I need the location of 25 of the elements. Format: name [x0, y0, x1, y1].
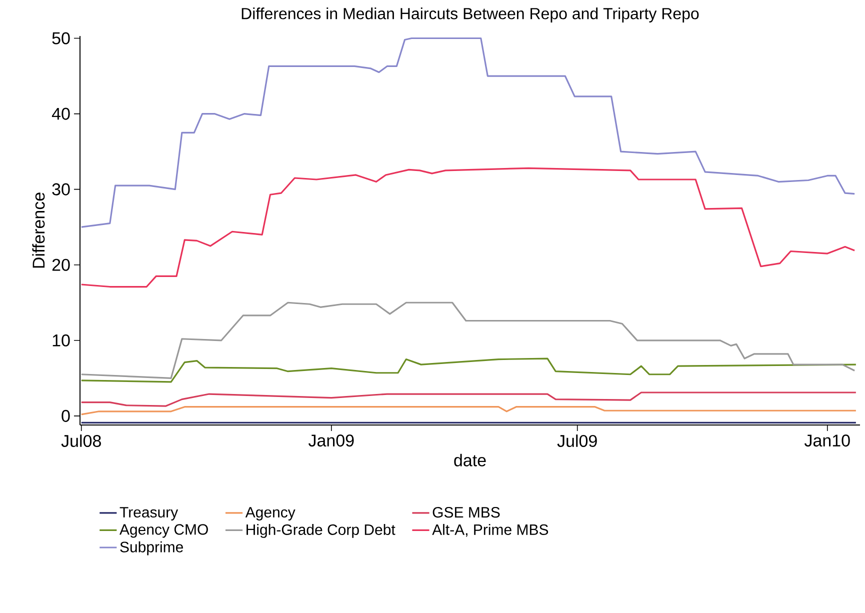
line-series [80, 358, 857, 383]
y-tick-label: 30 [52, 183, 70, 196]
line-series [80, 302, 856, 379]
line-series [80, 406, 857, 416]
legend-label: Subprime [120, 541, 183, 556]
legend-label: Agency [245, 507, 296, 520]
legend-label: High-Grade Corp Debt [246, 524, 396, 538]
y-tick-label: 50 [52, 32, 70, 44]
x-tick-label: Jul08 [61, 434, 101, 448]
y-tick-label: 10 [52, 334, 70, 346]
legend-label: Treasury [120, 507, 178, 520]
y-axis-title: Difference [32, 192, 45, 268]
x-tick-label: Jan09 [308, 434, 354, 447]
legend-label: Agency CMO [120, 524, 208, 538]
chart-title: Differences in Median Haircuts Between Repo and Triparty Repo [242, 8, 699, 22]
x-tick-label: Jul09 [557, 434, 597, 448]
line-series [80, 392, 857, 407]
legend-label: Alt-A, Prime MBS [432, 524, 548, 537]
y-tick-label: 0 [62, 410, 70, 422]
y-tick-label: 20 [52, 258, 70, 271]
x-tick-label: Jan10 [804, 434, 850, 447]
x-axis-title: date [454, 454, 486, 466]
line-series [80, 167, 856, 288]
legend-label: GSE MBS [432, 506, 500, 518]
y-tick-label: 40 [52, 108, 70, 120]
